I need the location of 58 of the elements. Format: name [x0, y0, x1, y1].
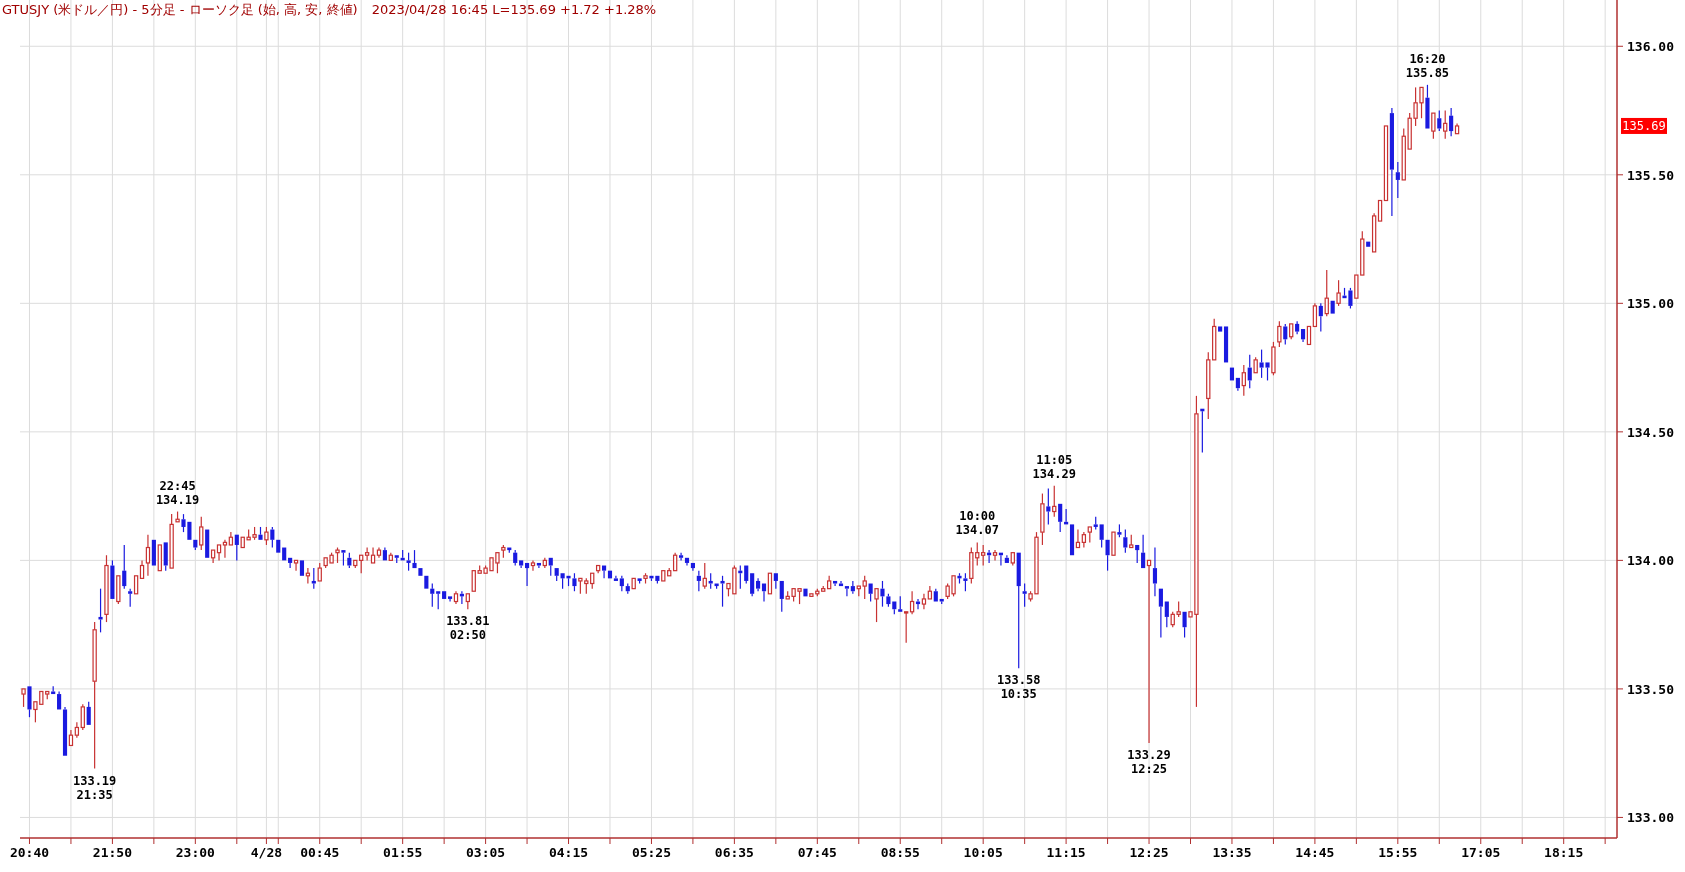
annotation: 133.81 02:50	[446, 614, 490, 643]
x-tick-label: 00:45	[300, 845, 340, 860]
annotation: 10:00 134.07	[955, 509, 999, 538]
candlestick	[222, 539, 228, 559]
x-tick-label: 07:45	[797, 845, 837, 860]
candlestick	[1389, 107, 1394, 217]
candlestick	[921, 593, 927, 610]
y-tick-label: 136.00	[1627, 39, 1675, 55]
x-tick-label: 01:55	[383, 845, 423, 860]
x-tick-label: 11:15	[1046, 845, 1086, 860]
candlestick	[513, 549, 518, 567]
x-tick-label: 14:45	[1295, 845, 1335, 860]
annotation: 133.58 10:35	[997, 673, 1041, 702]
x-tick-label: 12:25	[1129, 845, 1169, 860]
x-tick-label: 15:55	[1378, 845, 1418, 860]
text: 135.69	[1622, 119, 1666, 134]
candlestick	[1295, 320, 1300, 335]
candlestick	[1152, 546, 1158, 597]
x-tick-label: 17:05	[1461, 845, 1501, 860]
x-tick-label: 05:25	[631, 845, 672, 860]
candlestick	[957, 572, 962, 585]
chart-title: GTUSJY (米ドル／円) - 5分足 - ローソク足 (始, 高, 安, 終値)	[2, 2, 358, 17]
candlestick	[679, 552, 684, 561]
x-tick-label: 10:05	[963, 845, 1003, 860]
x-tick-label: 18:15	[1544, 845, 1584, 860]
candlestick	[145, 534, 151, 577]
annotation: 133.19 21:35	[72, 773, 117, 802]
y-tick-label: 133.50	[1627, 681, 1675, 697]
candlestick	[122, 544, 127, 590]
annotation: 16:20 135.85	[1405, 51, 1450, 80]
annotation: 22:45 134.19	[155, 478, 200, 507]
candlestick	[74, 721, 80, 739]
y-tick-label: 135.50	[1627, 167, 1675, 183]
x-tick-label: 06:35	[714, 845, 754, 860]
annotation: 11:05 134.29	[1032, 452, 1076, 481]
x-tick-label: 23:00	[175, 845, 216, 860]
x-tick-label: 08:55	[880, 845, 920, 860]
candlestick	[1081, 531, 1087, 549]
candlestick	[530, 559, 536, 572]
x-tick-label: 21:50	[92, 845, 133, 860]
x-tick-label: 20:40	[9, 845, 50, 860]
y-tick-label: 133.00	[1627, 810, 1675, 826]
candlestick	[909, 590, 915, 615]
x-tick-label: 4/28	[250, 845, 283, 860]
candlestick	[1449, 107, 1454, 137]
x-tick-label: 04:15	[548, 845, 589, 860]
y-tick-label: 135.00	[1627, 296, 1675, 312]
candlestick	[850, 580, 855, 595]
candlestick	[453, 590, 459, 605]
candlestick	[756, 577, 761, 592]
candlestick	[364, 546, 370, 561]
chart-subtitle: 2023/04/28 16:45 L=135.69 +1.72 +1.28%	[371, 2, 657, 17]
y-tick-label: 134.50	[1627, 424, 1675, 440]
x-tick-label: 13:35	[1212, 845, 1252, 860]
annotation: 133.29 12:25	[1127, 747, 1171, 776]
candlestick	[992, 549, 998, 561]
x-tick-label: 03:05	[466, 845, 506, 860]
y-tick-label: 134.00	[1627, 553, 1675, 569]
